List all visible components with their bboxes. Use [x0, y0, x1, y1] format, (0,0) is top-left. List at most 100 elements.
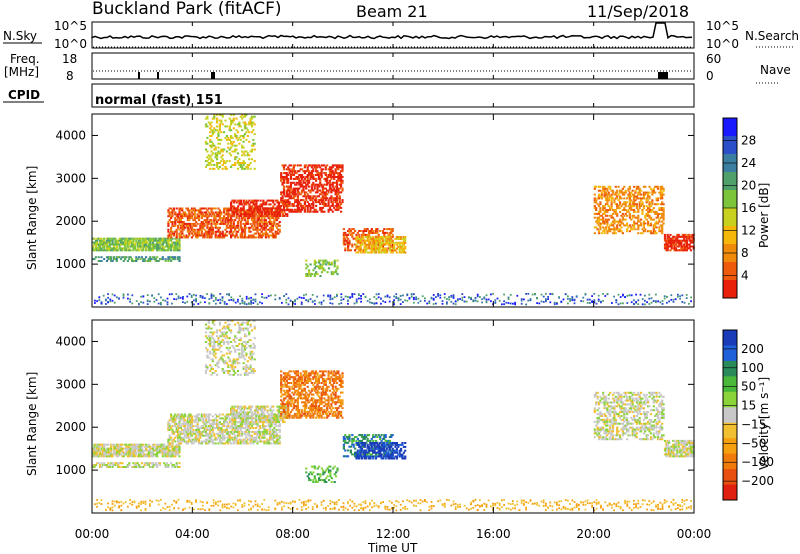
echo-cell — [320, 174, 323, 176]
echo-cell — [259, 219, 262, 222]
echo-cell — [199, 432, 202, 435]
echo-cell — [213, 148, 216, 151]
echo-cell — [167, 247, 170, 250]
echo-cell — [640, 199, 643, 202]
echo-cell — [211, 129, 214, 132]
echo-cell — [156, 449, 159, 452]
echo-cell — [320, 183, 323, 186]
echo-cell — [681, 294, 684, 297]
echo-cell — [376, 231, 379, 234]
echo-cell — [177, 239, 180, 242]
echo-cell — [259, 209, 262, 212]
echo-cell — [218, 127, 221, 130]
echo-cell — [256, 222, 259, 225]
echo-cell — [268, 203, 271, 206]
echo-cell — [260, 213, 264, 216]
echo-cell — [303, 177, 306, 180]
echo-cell — [207, 228, 210, 231]
echo-cell — [347, 296, 349, 298]
echo-cell — [342, 241, 345, 244]
echo-cell — [220, 119, 223, 122]
echo-cell — [124, 243, 127, 246]
echo-cell — [168, 434, 171, 437]
echo-cell — [294, 195, 297, 198]
echo-cell — [220, 417, 223, 420]
echo-cell — [218, 138, 221, 141]
echo-cell — [196, 427, 199, 429]
echo-cell — [603, 210, 606, 213]
echo-cell — [602, 187, 605, 190]
echo-cell — [132, 455, 135, 458]
echo-cell — [331, 176, 334, 178]
echo-cell — [341, 170, 344, 173]
echo-cell — [128, 453, 131, 456]
echo-cell — [282, 201, 285, 204]
echo-cell — [171, 237, 174, 240]
echo-cell — [135, 447, 138, 450]
echo-cell — [181, 438, 184, 441]
echo-cell — [112, 237, 116, 240]
echo-cell — [93, 453, 96, 456]
echo-cell — [203, 427, 206, 429]
echo-cell — [373, 237, 376, 240]
echo-cell — [241, 165, 244, 168]
echo-cell — [204, 438, 208, 441]
echo-cell — [344, 237, 347, 240]
echo-cell — [214, 224, 217, 227]
echo-cell — [256, 217, 259, 220]
echo-cell — [186, 415, 189, 418]
echo-cell — [255, 203, 258, 206]
echo-cell — [149, 243, 152, 246]
echo-cell — [628, 216, 631, 219]
echo-cell — [638, 193, 641, 196]
echo-cell — [214, 215, 217, 218]
echo-cell — [234, 234, 237, 237]
echo-cell — [328, 183, 332, 186]
echo-cell — [133, 453, 136, 456]
echo-cell — [121, 451, 124, 454]
echo-cell — [228, 215, 231, 218]
echo-cell — [312, 204, 315, 207]
echo-cell — [322, 259, 325, 262]
echo-cell — [259, 207, 262, 210]
echo-cell — [280, 176, 283, 178]
echo-cell — [241, 236, 244, 239]
echo-cell — [298, 174, 301, 176]
echo-cell — [99, 245, 102, 248]
echo-cell — [167, 209, 170, 212]
echo-cell — [182, 421, 185, 424]
echo-cell — [132, 237, 135, 240]
echo-cell — [170, 230, 173, 233]
echo-cell — [238, 209, 241, 212]
echo-cell — [606, 199, 609, 202]
echo-cell — [320, 168, 323, 171]
echo-cell — [209, 127, 212, 130]
echo-cell — [211, 440, 214, 443]
echo-cell — [263, 213, 266, 216]
echo-cell — [330, 204, 333, 207]
echo-cell — [168, 449, 171, 452]
echo-cell — [190, 211, 194, 214]
echo-cell — [316, 210, 319, 213]
echo-cell — [631, 214, 634, 217]
echo-cell — [310, 174, 313, 176]
echo-cell — [142, 451, 145, 454]
echo-cell — [319, 259, 322, 262]
echo-cell — [285, 208, 288, 211]
echo-cell — [280, 201, 283, 204]
echo-cell — [390, 237, 393, 240]
echo-cell — [132, 260, 135, 262]
echo-cell — [316, 195, 319, 198]
echo-cell — [454, 300, 457, 303]
echo-cell — [509, 302, 512, 305]
echo-cell — [242, 115, 245, 118]
echo-cell — [225, 234, 228, 237]
echo-cell — [220, 423, 223, 426]
echo-cell — [94, 302, 96, 304]
echo-cell — [231, 224, 234, 227]
echo-cell — [338, 199, 341, 202]
echo-cell — [221, 436, 224, 439]
echo-cell — [174, 221, 177, 223]
echo-cell — [242, 230, 245, 233]
echo-cell — [613, 218, 616, 221]
